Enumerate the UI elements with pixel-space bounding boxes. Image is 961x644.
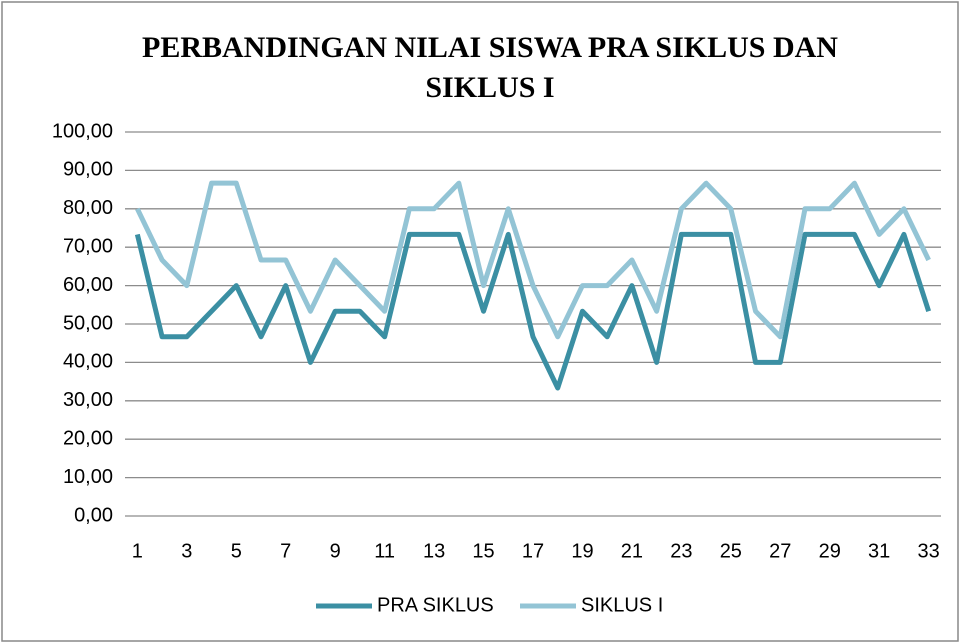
x-tick-label: 29 [819, 540, 841, 562]
x-tick-label: 13 [423, 540, 445, 562]
x-tick-label: 23 [670, 540, 692, 562]
y-tick-label: 10,00 [63, 466, 113, 488]
x-tick-label: 1 [132, 540, 143, 562]
x-tick-label: 15 [472, 540, 494, 562]
series-line [134, 231, 932, 391]
legend-label: PRA SIKLUS [377, 594, 494, 616]
x-tick-label: 33 [918, 540, 940, 562]
x-tick-label: 17 [522, 540, 544, 562]
x-tick-label: 11 [374, 540, 395, 562]
y-tick-label: 30,00 [63, 389, 113, 411]
x-tick-label: 27 [769, 540, 791, 562]
y-tick-label: 20,00 [63, 427, 113, 449]
y-tick-label: 80,00 [63, 197, 113, 219]
y-tick-label: 40,00 [63, 351, 113, 373]
y-tick-label: 50,00 [63, 312, 113, 334]
x-tick-label: 9 [330, 540, 341, 562]
x-tick-label: 7 [280, 540, 291, 562]
y-tick-label: 0,00 [74, 504, 113, 526]
y-tick-label: 70,00 [63, 235, 113, 257]
series-line [135, 180, 931, 340]
legend-label: SIKLUS I [581, 594, 663, 616]
chart-title: PERBANDINGAN NILAI SISWA PRA SIKLUS DAN … [142, 31, 838, 104]
x-tick-label: 3 [181, 540, 192, 562]
x-tick-label: 31 [868, 540, 890, 562]
y-tick-label: 100,00 [52, 120, 113, 142]
x-tick-label: 25 [720, 540, 742, 562]
y-tick-label: 60,00 [63, 274, 113, 296]
y-tick-label: 90,00 [63, 159, 113, 181]
x-tick-label: 19 [571, 540, 593, 562]
x-tick-label: 5 [231, 540, 242, 562]
x-tick-label: 21 [621, 540, 643, 562]
